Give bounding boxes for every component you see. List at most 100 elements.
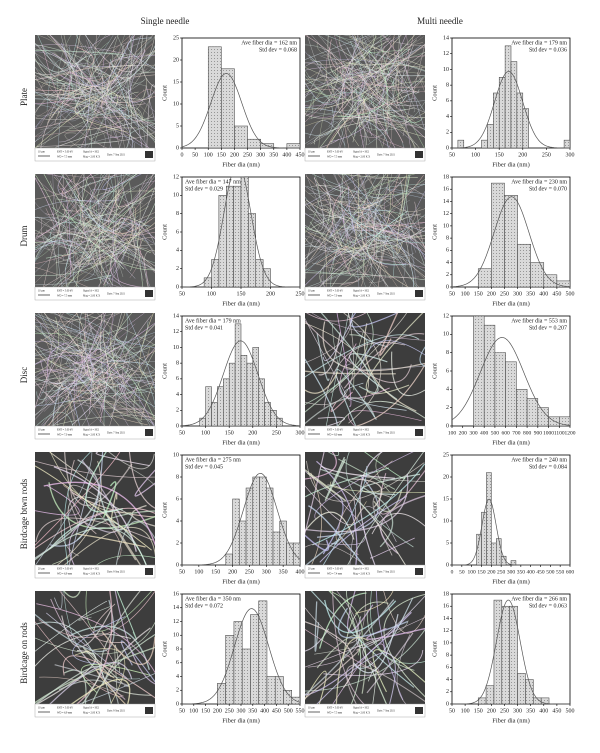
fiber — [77, 386, 106, 426]
fiber — [120, 174, 155, 256]
fiber — [347, 68, 398, 139]
fiber — [364, 35, 415, 113]
logo — [145, 568, 153, 575]
fiber — [320, 73, 363, 112]
fiber — [35, 174, 60, 243]
fiber — [337, 50, 388, 118]
fiber — [98, 378, 143, 426]
bar-texture — [286, 143, 300, 148]
fiber — [375, 591, 404, 701]
sem-micrograph — [305, 313, 425, 426]
fiber — [419, 346, 425, 367]
fiber — [97, 313, 155, 393]
fiber — [323, 649, 424, 676]
x-tick-label: 150 — [201, 708, 210, 714]
bar-texture — [457, 140, 464, 148]
fiber — [67, 285, 69, 287]
fiber — [305, 313, 351, 364]
x-tick-label: 350 — [517, 569, 526, 575]
annotation: Std dev = 0.041 — [185, 325, 223, 331]
y-tick-label: 10 — [173, 633, 179, 639]
x-tick-label: 200 — [228, 569, 237, 575]
x-tick-label: 700 — [512, 430, 521, 436]
fiber — [35, 314, 155, 349]
info-text: 20 µm — [308, 568, 315, 571]
fiber — [61, 174, 92, 195]
x-tick-label: 0 — [181, 152, 184, 158]
y-tick-label: 2 — [176, 408, 179, 414]
bar-texture — [258, 378, 265, 426]
fiber — [305, 317, 350, 401]
fiber — [35, 341, 117, 371]
x-axis-label: Fiber dia (nm) — [492, 300, 530, 307]
fiber — [118, 383, 137, 399]
fiber — [35, 79, 119, 119]
fiber — [69, 236, 118, 270]
fiber — [127, 91, 155, 139]
fiber — [73, 366, 78, 420]
fiber — [305, 203, 345, 219]
fiber — [336, 313, 352, 407]
fiber — [305, 648, 361, 700]
info-text: Signal A = SE2 — [83, 290, 100, 293]
x-tick-label: 150 — [474, 291, 483, 297]
fiber — [354, 86, 383, 148]
fiber — [35, 122, 60, 148]
fiber — [324, 599, 397, 634]
fiber — [305, 224, 345, 256]
fiber — [44, 313, 126, 358]
fiber — [58, 203, 78, 287]
bar-texture — [264, 402, 271, 426]
y-tick-label: 10 — [173, 101, 179, 107]
bar-texture — [556, 280, 570, 287]
fiber — [52, 174, 55, 262]
fiber — [386, 188, 425, 199]
row-label: Drum — [19, 226, 29, 247]
fiber — [35, 233, 125, 270]
bar-texture — [234, 126, 248, 148]
fiber — [35, 633, 131, 667]
x-tick-label: 200 — [248, 430, 257, 436]
sem-micrograph — [305, 591, 425, 704]
bar-texture — [478, 697, 487, 704]
y-tick-label: 0 — [176, 701, 179, 707]
y-axis-label: Count — [431, 641, 438, 657]
fiber — [58, 313, 155, 365]
y-tick-label: 10 — [173, 193, 179, 199]
fiber — [305, 485, 356, 526]
info-text: Signal A = SE2 — [353, 151, 370, 154]
bar-texture — [541, 697, 550, 704]
fiber — [305, 78, 330, 103]
fiber — [377, 179, 425, 254]
x-axis-label: Fiber dia (nm) — [222, 300, 260, 307]
fiber — [97, 278, 123, 287]
fiber — [35, 360, 129, 386]
fiber — [359, 109, 389, 138]
fit-curve — [452, 599, 570, 705]
fiber — [402, 43, 425, 137]
y-axis-label: Count — [161, 224, 168, 240]
x-tick-label: 200 — [266, 291, 275, 297]
fiber — [93, 174, 139, 226]
y-tick-label: 20 — [173, 57, 179, 63]
y-tick-label: 6 — [446, 98, 449, 104]
fiber — [82, 174, 107, 208]
bar-texture — [516, 93, 523, 148]
fiber — [71, 322, 155, 364]
x-tick-label: 300 — [262, 569, 271, 575]
fiber — [332, 63, 425, 84]
info-bar — [304, 147, 426, 162]
bar-texture — [511, 61, 517, 149]
fiber — [317, 416, 345, 426]
fiber — [341, 210, 387, 243]
fiber — [80, 664, 151, 694]
fiber — [401, 174, 411, 220]
y-tick-label: 12 — [173, 174, 179, 180]
x-tick-label: 350 — [526, 291, 535, 297]
fiber — [305, 174, 380, 279]
fiber — [35, 383, 109, 416]
row-label: Birdcage btwn rods — [19, 478, 29, 549]
fiber — [306, 460, 425, 502]
fiber — [46, 351, 149, 378]
